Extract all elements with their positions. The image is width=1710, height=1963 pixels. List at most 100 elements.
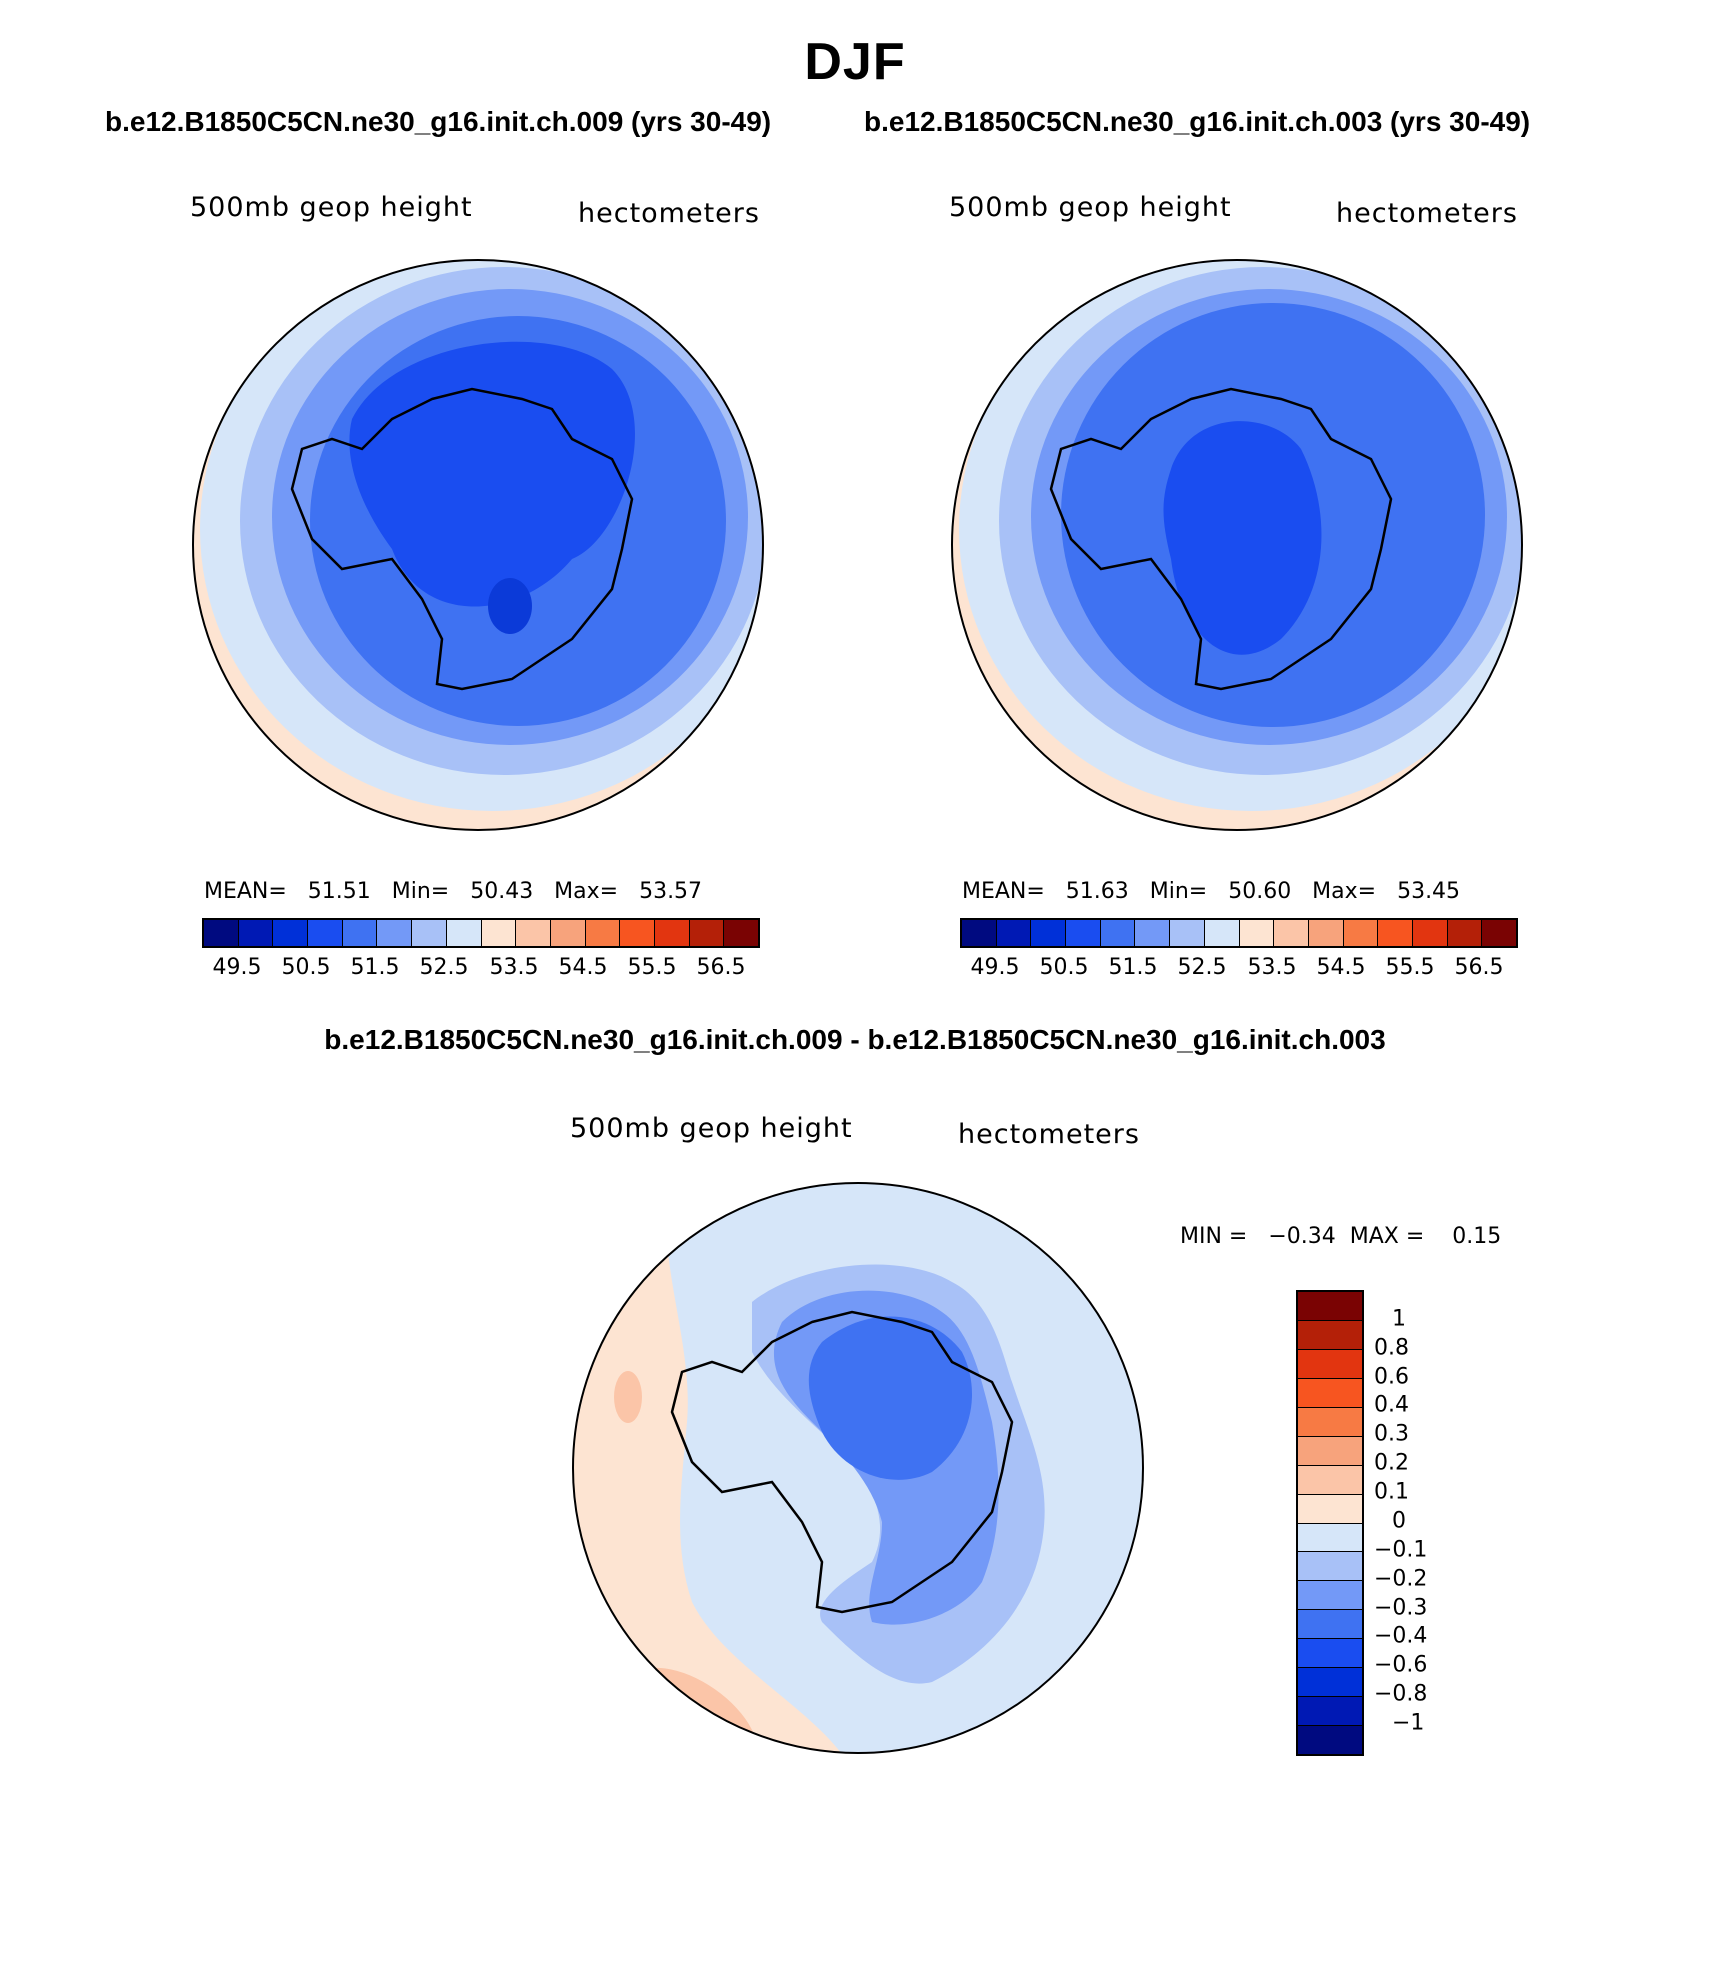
case1-title: b.e12.B1850C5CN.ne30_g16.init.ch.009 (yr… — [105, 106, 772, 137]
color-swatch — [585, 920, 621, 946]
panel1-polar-map — [192, 259, 764, 831]
tick-label: −1 — [1392, 1710, 1425, 1736]
difference-colorbar — [1296, 1290, 1364, 1756]
color-swatch — [1298, 1465, 1362, 1495]
color-swatch — [1308, 920, 1344, 946]
tick-label: 54.5 — [1316, 955, 1366, 980]
tick-label: 1 — [1392, 1306, 1406, 1332]
color-swatch — [1298, 1610, 1362, 1640]
tick-label: 0.4 — [1374, 1392, 1409, 1418]
tick-label: 0.6 — [1374, 1364, 1409, 1390]
color-swatch — [516, 920, 551, 946]
tick-label: 50.5 — [281, 955, 331, 980]
tick-label: 55.5 — [1385, 955, 1435, 980]
color-swatch — [481, 920, 517, 946]
tick-label: 56.5 — [1454, 955, 1504, 980]
color-swatch — [1298, 1581, 1362, 1611]
tick-label: 0 — [1392, 1508, 1406, 1534]
color-swatch — [724, 920, 758, 946]
tick-label: 0.8 — [1374, 1335, 1409, 1361]
color-swatch — [689, 920, 725, 946]
panel1-units-label: hectometers — [578, 198, 760, 229]
panel2-variable-label: 500mb geop height — [949, 192, 1232, 223]
color-swatch — [446, 920, 482, 946]
tick-label: 52.5 — [419, 955, 469, 980]
tick-label: 0.3 — [1374, 1421, 1409, 1447]
color-swatch — [1298, 1436, 1362, 1466]
color-swatch — [1298, 1697, 1362, 1727]
color-swatch — [377, 920, 413, 946]
color-swatch — [412, 920, 447, 946]
color-swatch — [1298, 1292, 1362, 1321]
color-swatch — [1298, 1552, 1362, 1582]
panel2-units-label: hectometers — [1336, 198, 1518, 229]
color-swatch — [1298, 1494, 1362, 1524]
color-swatch — [238, 920, 274, 946]
color-swatch — [1447, 920, 1483, 946]
color-swatch — [342, 920, 378, 946]
panel2-colorbar — [960, 918, 1518, 948]
figure-title: DJF — [804, 33, 906, 91]
color-swatch — [1204, 920, 1240, 946]
tick-label: 52.5 — [1177, 955, 1227, 980]
panel1-variable-label: 500mb geop height — [190, 192, 473, 223]
color-swatch — [1298, 1726, 1362, 1754]
panel1-stats: MEAN= 51.51 Min= 50.43 Max= 53.57 — [204, 879, 703, 904]
color-swatch — [273, 920, 309, 946]
panel2-colorbar-ticks: 49.5 50.5 51.5 52.5 53.5 54.5 55.5 56.5 — [960, 955, 1514, 983]
color-swatch — [962, 920, 997, 946]
tick-label: −0.3 — [1374, 1595, 1428, 1621]
tick-label: −0.4 — [1374, 1623, 1428, 1649]
tick-label: 53.5 — [489, 955, 539, 980]
tick-label: 54.5 — [558, 955, 608, 980]
case2-title: b.e12.B1850C5CN.ne30_g16.init.ch.003 (yr… — [864, 106, 1531, 137]
tick-label: −0.8 — [1374, 1681, 1428, 1707]
color-swatch — [620, 920, 655, 946]
tick-label: 0.1 — [1374, 1479, 1409, 1505]
panel1-colorbar — [202, 918, 760, 948]
color-swatch — [1170, 920, 1205, 946]
tick-label: 49.5 — [970, 955, 1020, 980]
color-swatch — [1412, 920, 1448, 946]
color-swatch — [1100, 920, 1136, 946]
tick-label: 0.2 — [1374, 1450, 1409, 1476]
color-swatch — [1239, 920, 1275, 946]
difference-colorbar-ticks: 1 0.8 0.6 0.4 0.3 0.2 0.1 0 −0.1 −0.2 −0… — [1374, 1290, 1494, 1752]
color-swatch — [1298, 1523, 1362, 1553]
color-swatch — [1298, 1378, 1362, 1408]
color-swatch — [654, 920, 690, 946]
color-swatch — [308, 920, 343, 946]
color-swatch — [1298, 1349, 1362, 1379]
panel3-stats: MIN = −0.34 MAX = 0.15 — [1180, 1224, 1502, 1249]
color-swatch — [1066, 920, 1101, 946]
panel1-colorbar-ticks: 49.5 50.5 51.5 52.5 53.5 54.5 55.5 56.5 — [202, 955, 756, 983]
tick-label: 51.5 — [1108, 955, 1158, 980]
panel2-stats: MEAN= 51.63 Min= 50.60 Max= 53.45 — [962, 879, 1461, 904]
color-swatch — [1378, 920, 1413, 946]
panel3-variable-label: 500mb geop height — [570, 1113, 853, 1144]
color-swatch — [1343, 920, 1379, 946]
color-swatch — [1482, 920, 1516, 946]
color-swatch — [996, 920, 1032, 946]
color-swatch — [1298, 1320, 1362, 1350]
tick-label: 56.5 — [696, 955, 746, 980]
color-swatch — [1274, 920, 1309, 946]
tick-label: 50.5 — [1039, 955, 1089, 980]
tick-label: 49.5 — [212, 955, 262, 980]
color-swatch — [550, 920, 586, 946]
tick-label: −0.2 — [1374, 1566, 1428, 1592]
tick-label: −0.6 — [1374, 1652, 1428, 1678]
difference-title: b.e12.B1850C5CN.ne30_g16.init.ch.009 - b… — [324, 1024, 1386, 1055]
tick-label: 53.5 — [1247, 955, 1297, 980]
tick-label: 51.5 — [350, 955, 400, 980]
color-swatch — [204, 920, 239, 946]
color-swatch — [1135, 920, 1171, 946]
color-swatch — [1031, 920, 1067, 946]
difference-polar-map — [572, 1182, 1144, 1754]
tick-label: 55.5 — [627, 955, 677, 980]
color-swatch — [1298, 1668, 1362, 1698]
panel2-polar-map — [951, 259, 1523, 831]
color-swatch — [1298, 1407, 1362, 1437]
color-swatch — [1298, 1639, 1362, 1669]
panel3-units-label: hectometers — [958, 1119, 1140, 1150]
